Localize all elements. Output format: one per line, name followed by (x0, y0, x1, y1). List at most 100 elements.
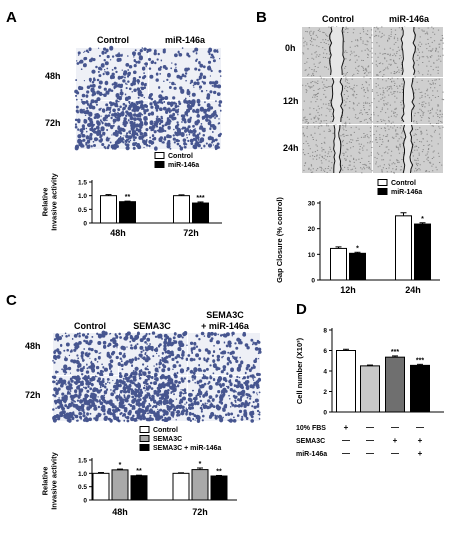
y-tick-label: 0.5 (78, 484, 87, 491)
bar (395, 215, 412, 281)
y-axis-label: Invasive activity (50, 172, 59, 230)
bar (414, 223, 431, 281)
y-axis-label: Relative (41, 188, 50, 217)
bar (330, 247, 347, 281)
wound-mir-24h-edge-right (409, 124, 414, 174)
legend-label: miR-146a (391, 189, 422, 196)
y-tick-label: 1.5 (78, 180, 87, 187)
category-label: 72h (183, 228, 199, 238)
category-label: 72h (192, 507, 208, 517)
wound-mir-12h-edge-right (410, 77, 415, 123)
category-label: 48h (112, 507, 128, 517)
micrograph-c-sema-72h-cells (117, 373, 189, 423)
micrograph-c-control-48h-cells (52, 330, 119, 378)
panel-c-col-control: Control (74, 321, 106, 331)
category-label: 12h (340, 285, 356, 295)
bar (173, 195, 190, 224)
treatment-sign: + (418, 436, 423, 445)
micrograph-a-control-48h (74, 45, 149, 102)
y-tick-label: 30 (308, 201, 316, 208)
legend-swatch (139, 426, 150, 433)
panel-b-col-control: Control (322, 14, 354, 24)
micrograph-a-control-72h-cells (74, 99, 149, 151)
panel-b-col-mir146a: miR-146a (389, 14, 430, 24)
bar (410, 364, 430, 413)
significance-label: ** (216, 468, 222, 475)
treatment-sign: + (393, 436, 398, 445)
panel-d-treatment-table: 10% FBS SEMA3C miR-146a + — — — — — + + — — — + (296, 423, 424, 458)
treatment-sign: — (366, 449, 374, 458)
wound-mir-24h-edge-left (402, 124, 407, 174)
wound-mir-12h-edge-left (401, 77, 405, 123)
bar (349, 252, 366, 281)
wound-control-24h-edge-right (338, 124, 342, 174)
y-tick-label: 4 (323, 369, 327, 376)
wound-control-0h-gap (331, 27, 343, 77)
significance-label: * (356, 245, 359, 252)
panel-a-row-48h: 48h (45, 71, 61, 81)
micrograph-a-mir-48h (147, 47, 222, 101)
wound-control-12h-gap (332, 78, 342, 124)
panel-letter-d: D (296, 301, 307, 318)
wound-mir-12h (373, 77, 445, 125)
wound-mir-0h-edge-left (400, 26, 404, 76)
wound-control-0h (302, 26, 373, 78)
wound-control-12h (302, 77, 374, 125)
micrograph-c-sema-72h (117, 373, 189, 423)
bar (172, 472, 190, 501)
treatment-sign: — (391, 449, 399, 458)
significance-label: *** (196, 195, 204, 202)
treatment-sign: — (366, 436, 374, 445)
wound-mir-12h-gap (403, 78, 413, 124)
micrograph-a-control-72h (74, 99, 149, 151)
y-tick-label: 0 (323, 410, 327, 417)
bar (210, 475, 228, 501)
wound-mir-0h-gap (402, 27, 414, 77)
chart-d: 0 2 4 6 8 Cell number (X10³) *** *** (295, 328, 444, 417)
bar (100, 195, 117, 224)
legend-swatch (154, 161, 165, 168)
treatment-sign: — (342, 436, 350, 445)
significance-label: ** (125, 194, 131, 201)
y-tick-label: 0 (311, 278, 315, 285)
bar (191, 469, 209, 501)
wound-mir-24h-gap (404, 125, 412, 173)
y-axis-label: Gap Closure (% control) (275, 197, 284, 283)
panel-b-row-24h: 24h (283, 143, 299, 153)
treatment-sign: — (391, 423, 399, 432)
micrograph-c-combo-48h-cells (186, 331, 262, 377)
y-tick-label: 6 (323, 348, 327, 355)
legend-swatch (377, 179, 388, 186)
y-tick-label: 1.5 (78, 458, 87, 465)
y-axis-label: Invasive activity (50, 451, 59, 509)
significance-label: *** (416, 357, 424, 364)
treatment-sign: — (342, 449, 350, 458)
micrograph-a-control-48h-cells (74, 45, 149, 102)
panel-c-row-72h: 72h (25, 390, 41, 400)
panel-letter-a: A (6, 9, 17, 26)
panel-letter-b: B (256, 9, 267, 26)
y-tick-label: 0.5 (78, 207, 87, 214)
category-label: 24h (405, 285, 421, 295)
legend-swatch (139, 444, 150, 451)
treatment-sign: + (344, 423, 349, 432)
panel-b-row-0h: 0h (285, 43, 296, 53)
bar (119, 201, 136, 224)
y-axis-label: Relative (41, 467, 50, 496)
bar (360, 365, 380, 413)
wound-control-0h-edge-left (329, 26, 333, 76)
micrograph-a-mir-72h-cells (147, 98, 223, 151)
y-tick-label: 10 (308, 252, 316, 259)
y-tick-label: 1.0 (78, 193, 87, 200)
bar (336, 350, 356, 413)
panel-a-row-72h: 72h (45, 118, 61, 128)
micrograph-c-sema-48h-bg (119, 333, 187, 375)
panel-a-col-control: Control (97, 35, 129, 45)
wound-control-24h (302, 124, 373, 174)
wound-control-12h-edge-left (330, 77, 335, 123)
bar (92, 472, 110, 501)
panel-c-col-combo-line1: SEMA3C (206, 310, 244, 320)
legend-swatch (377, 188, 388, 195)
